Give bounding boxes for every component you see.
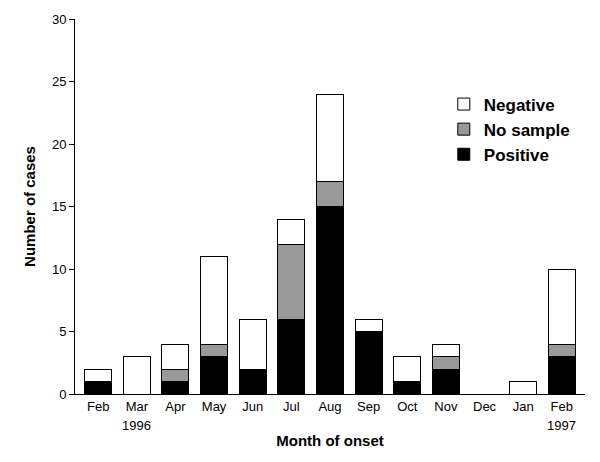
svg-text:Number of cases: Number of cases [21,146,38,267]
svg-text:0: 0 [59,387,66,402]
svg-text:Apr: Apr [165,399,186,414]
svg-text:1997: 1997 [547,418,576,433]
svg-text:25: 25 [52,74,66,89]
svg-text:1996: 1996 [122,418,151,433]
svg-text:Sep: Sep [357,399,380,414]
svg-text:Mar: Mar [126,399,149,414]
svg-text:No sample: No sample [484,121,570,140]
svg-text:Nov: Nov [434,399,458,414]
svg-text:Jul: Jul [283,399,300,414]
svg-text:Jun: Jun [242,399,263,414]
svg-text:May: May [202,399,227,414]
svg-text:Negative: Negative [484,96,555,115]
svg-text:Jan: Jan [513,399,534,414]
svg-text:15: 15 [52,199,66,214]
svg-text:20: 20 [52,137,66,152]
svg-text:30: 30 [52,12,66,27]
svg-text:Positive: Positive [484,146,549,165]
svg-text:Aug: Aug [318,399,341,414]
svg-text:10: 10 [52,262,66,277]
svg-text:Oct: Oct [397,399,418,414]
svg-text:Feb: Feb [87,399,109,414]
svg-text:Feb: Feb [551,399,573,414]
svg-text:Month of onset: Month of onset [276,432,383,449]
svg-text:5: 5 [59,324,66,339]
svg-text:Dec: Dec [473,399,497,414]
